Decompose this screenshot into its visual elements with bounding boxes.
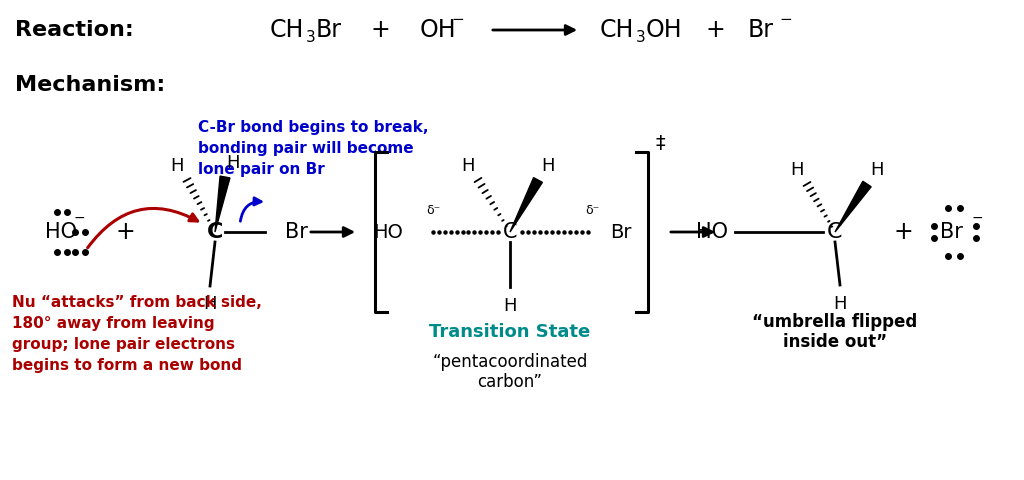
Text: Nu “attacks” from back side,
180° away from leaving
group; lone pair electrons
b: Nu “attacks” from back side, 180° away f… bbox=[12, 295, 262, 373]
Text: C: C bbox=[503, 222, 517, 242]
Text: C: C bbox=[207, 222, 223, 242]
Text: CH: CH bbox=[600, 18, 635, 42]
Text: Br: Br bbox=[940, 222, 963, 242]
Text: δ⁻: δ⁻ bbox=[426, 204, 440, 216]
Text: Br: Br bbox=[610, 223, 632, 241]
Text: −: − bbox=[451, 12, 464, 27]
Text: +: + bbox=[370, 18, 390, 42]
Text: H: H bbox=[791, 161, 804, 179]
Text: −: − bbox=[74, 211, 86, 225]
Polygon shape bbox=[835, 181, 871, 232]
Text: 3: 3 bbox=[306, 29, 315, 45]
Text: HO: HO bbox=[696, 222, 728, 242]
Text: H: H bbox=[203, 295, 217, 313]
Text: HO: HO bbox=[373, 223, 403, 241]
Text: “pentacoordinated
carbon”: “pentacoordinated carbon” bbox=[432, 353, 588, 391]
Text: δ⁻: δ⁻ bbox=[585, 204, 599, 216]
Polygon shape bbox=[215, 176, 230, 232]
Text: −: − bbox=[972, 211, 984, 225]
Text: C: C bbox=[827, 222, 843, 242]
Text: OH: OH bbox=[420, 18, 457, 42]
Text: H: H bbox=[542, 157, 555, 175]
Text: HO: HO bbox=[45, 222, 77, 242]
Text: H: H bbox=[226, 154, 240, 172]
Text: H: H bbox=[170, 157, 183, 175]
Text: OH: OH bbox=[646, 18, 683, 42]
Text: Br: Br bbox=[748, 18, 774, 42]
Text: H: H bbox=[834, 295, 847, 313]
Text: Br: Br bbox=[316, 18, 342, 42]
Text: Mechanism:: Mechanism: bbox=[15, 75, 165, 95]
Text: H: H bbox=[461, 157, 475, 175]
Text: “umbrella flipped
inside out”: “umbrella flipped inside out” bbox=[753, 312, 918, 351]
Text: +: + bbox=[893, 220, 912, 244]
Text: C-Br bond begins to break,
bonding pair will become
lone pair on Br: C-Br bond begins to break, bonding pair … bbox=[198, 120, 428, 177]
Text: Br: Br bbox=[285, 222, 308, 242]
Text: Reaction:: Reaction: bbox=[15, 20, 134, 40]
Text: ‡: ‡ bbox=[656, 134, 666, 154]
Text: H: H bbox=[503, 297, 517, 315]
Text: Transition State: Transition State bbox=[429, 323, 591, 341]
Text: 3: 3 bbox=[636, 29, 646, 45]
Text: CH: CH bbox=[270, 18, 304, 42]
Polygon shape bbox=[510, 178, 543, 232]
Text: +: + bbox=[706, 18, 725, 42]
Text: +: + bbox=[115, 220, 135, 244]
Text: H: H bbox=[870, 161, 884, 179]
Text: −: − bbox=[779, 12, 792, 27]
